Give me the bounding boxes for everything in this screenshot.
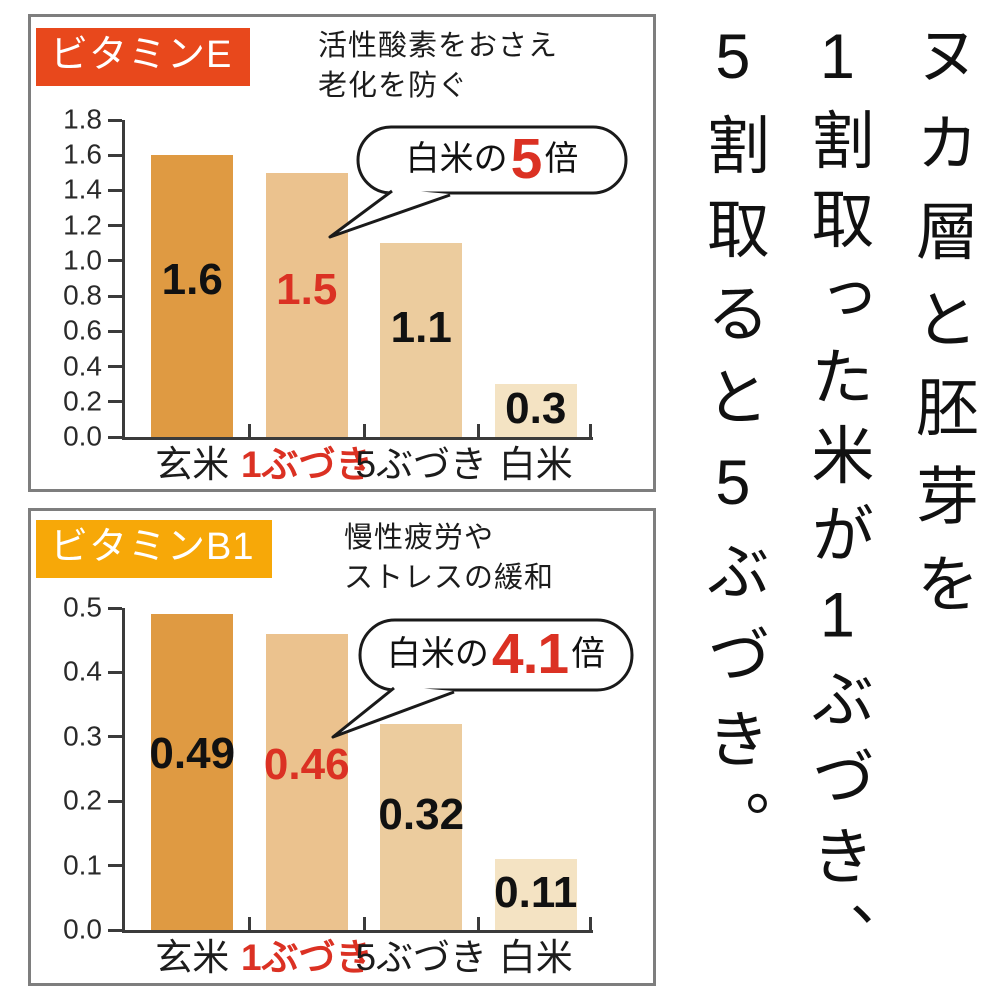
callout-suffix: 倍 [571,635,606,673]
x-axis-label: 5ぶづき [355,444,488,485]
side-note-line: ヌカ層と胚芽を [907,22,977,640]
y-axis-tick [108,864,122,868]
x-axis-label: 1ぶづき [240,937,373,978]
y-axis-tick [108,294,122,298]
y-axis-tick-label: 1.2 [63,209,102,241]
y-axis-tick [108,435,122,439]
callout-bubble-vitamin-b1 [331,618,634,739]
y-axis-tick [108,153,122,157]
callout-suffix: 倍 [544,140,579,178]
x-axis-tick [477,424,480,437]
bar-value-label: 1.6 [161,255,223,305]
y-axis-tick-label: 0.3 [63,720,102,752]
side-note-vertical-text: ヌカ層と胚芽を 1割取った米が1ぶづき、 5割取ると5ぶづき。 [658,22,994,990]
y-axis-tick-label: 0.8 [63,279,102,311]
x-axis-tick [362,424,366,437]
bar-白米 [494,859,577,930]
y-axis-tick [108,670,122,674]
bar-5ぶづき [380,723,463,930]
bar-玄米 [151,155,234,437]
x-axis-label: 白米 [498,444,573,485]
y-axis-tick-label: 0.1 [63,849,102,881]
side-note-line: 1割取った米が1ぶづき、 [802,22,873,981]
x-axis-label: 玄米 [155,444,230,485]
vitamin-b1-title-badge: ビタミンB1 [36,520,273,578]
y-axis-tick-label: 1.8 [63,103,102,135]
subtitle-line: 老化を防ぐ [318,70,469,103]
y-axis-tick [108,224,122,228]
x-axis-label: 5ぶづき [355,937,488,978]
callout-bubble-vitamin-e [328,125,628,239]
y-axis-tick-label: 0.5 [63,591,102,623]
subtitle-line: 慢性疲労や [344,522,495,554]
y-axis-tick [108,365,122,369]
y-axis-tick-label: 0.2 [63,385,102,417]
side-note-line: 5割取ると5ぶづき。 [697,22,768,874]
vitamin-e-title-badge: ビタミンE [36,28,251,86]
callout-multiplier: 4.1 [491,621,569,686]
bar-value-label: 0.49 [149,729,236,779]
y-axis-tick [108,118,122,122]
vitamin-b1-bar-chart: 0.0 0.1 0.2 0.3 0.4 0.5 0.49 玄米 0.46 1ぶづき 0.32 5ぶづき… [63,593,593,978]
vitamin-b1-subtitle: 慢性疲労や ストレスの緩和 [344,518,554,598]
callout-text-vitamin-b1: 白米の 4.1 倍 [360,620,632,688]
y-axis-tick [108,259,122,263]
y-axis-tick-label: 0.6 [63,314,102,346]
y-axis-tick-label: 0.0 [63,913,102,945]
y-axis-tick-label: 0.0 [63,420,102,452]
y-axis-tick [108,735,122,739]
bar-value-label: 1.5 [276,264,338,314]
x-axis-tick [477,917,480,930]
y-axis-tick-label: 1.4 [63,173,102,205]
y-axis-tick-label: 0.4 [63,349,102,381]
y-axis-tick [108,400,122,404]
callout-bubble [358,618,634,692]
y-axis-tick-label: 0.2 [63,784,102,816]
x-axis-label: 玄米 [155,937,230,978]
callout-prefix: 白米の [386,635,489,673]
x-axis-tick [362,917,366,930]
x-axis-tick [248,917,251,930]
x-axis-tick [589,424,592,437]
bar-value-label: 0.3 [505,383,567,433]
subtitle-line: ストレスの緩和 [344,562,555,595]
y-axis-tick [108,606,122,610]
vitamin-e-bar-chart: 0.0 0.2 0.4 0.6 0.8 1.0 1.2 1.4 1.6 1.8 1.6 玄米 1.5 1ぶ… [63,105,593,485]
bar-5ぶづき [380,243,463,437]
bar-1ぶづき [265,172,348,437]
callout-bubble [356,125,628,195]
bar-value-label: 0.46 [263,740,350,790]
x-axis-label: 白米 [498,937,573,978]
y-axis-tick [108,928,122,932]
x-axis-tick [589,917,592,930]
y-axis-tick [108,329,122,333]
callout-text-vitamin-e: 白米の 5 倍 [358,127,626,191]
x-axis-tick [248,424,251,437]
y-axis-tick-label: 1.0 [63,244,102,276]
callout-tail-outline [331,686,455,739]
y-axis-tick-label: 0.4 [63,655,102,687]
bar-1ぶづき [265,633,348,930]
callout-multiplier: 5 [510,126,543,191]
bar-value-label: 1.1 [390,303,452,353]
bar-value-label: 0.32 [378,789,465,839]
callout-tail-outline [328,189,451,239]
x-axis-label: 1ぶづき [240,444,373,485]
y-axis-tick [108,188,122,192]
subtitle-line: 活性酸素をおさえ [318,30,559,62]
callout-prefix: 白米の [405,140,508,178]
y-axis-tick [108,799,122,803]
bar-白米 [494,384,577,437]
vitamin-e-subtitle: 活性酸素をおさえ 老化を防ぐ [318,26,558,106]
bar-value-label: 0.11 [494,867,578,917]
bar-玄米 [151,614,234,930]
y-axis-tick-label: 1.6 [63,138,102,170]
